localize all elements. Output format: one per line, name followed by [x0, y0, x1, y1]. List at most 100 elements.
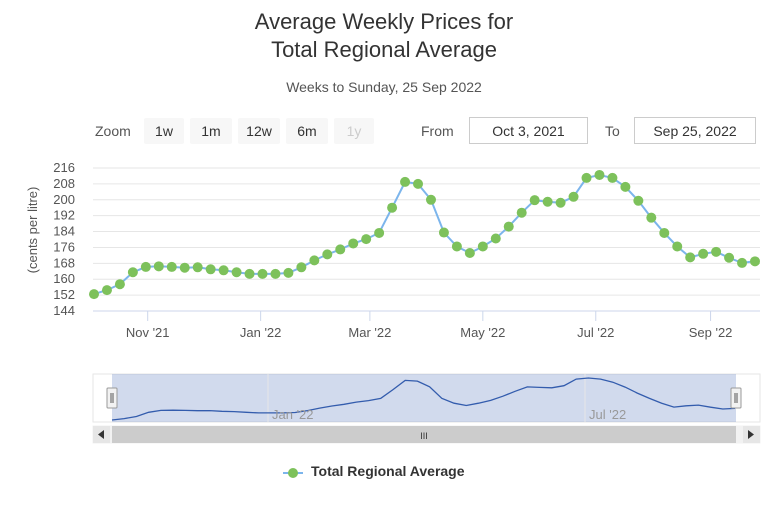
- scrollbar[interactable]: III: [92, 425, 761, 444]
- navigator-tick-label: Jan '22: [272, 407, 314, 422]
- x-tick-label: Jul '22: [577, 325, 614, 340]
- y-tick-label: 200: [53, 192, 75, 207]
- data-point[interactable]: [101, 285, 112, 296]
- data-point[interactable]: [607, 172, 618, 183]
- data-point[interactable]: [270, 268, 281, 279]
- data-point[interactable]: [400, 176, 411, 187]
- y-tick-label: 168: [53, 255, 75, 270]
- from-label: From: [421, 123, 454, 139]
- data-point[interactable]: [425, 194, 436, 205]
- data-point[interactable]: [750, 256, 760, 267]
- x-axis-ticks: Nov '21 Jan '22 Mar '22 May '22 Jul '22 Sep '…: [126, 311, 733, 340]
- x-tick-label: Sep '22: [689, 325, 733, 340]
- navigator[interactable]: Jan '22 Jul '22: [92, 373, 761, 423]
- data-point[interactable]: [205, 264, 216, 275]
- y-tick-label: 160: [53, 271, 75, 286]
- data-point[interactable]: [711, 246, 722, 257]
- x-tick-label: Jan '22: [240, 325, 282, 340]
- data-point[interactable]: [633, 195, 644, 206]
- navigator-x-ticks: Jan '22 Jul '22: [272, 407, 626, 422]
- y-tick-label: 176: [53, 239, 75, 254]
- data-point[interactable]: [438, 227, 449, 238]
- series-total-regional-average: [89, 169, 760, 300]
- chart-title-line-2: Total Regional Average: [271, 37, 497, 62]
- data-point[interactable]: [127, 267, 138, 278]
- data-point[interactable]: [698, 248, 709, 259]
- data-point[interactable]: [179, 262, 190, 273]
- data-point[interactable]: [257, 268, 268, 279]
- y-tick-label: 184: [53, 224, 75, 239]
- data-point[interactable]: [542, 196, 553, 207]
- data-point[interactable]: [361, 234, 372, 245]
- data-point[interactable]: [477, 241, 488, 252]
- data-point[interactable]: [503, 221, 514, 232]
- data-point[interactable]: [322, 249, 333, 260]
- data-point[interactable]: [555, 197, 566, 208]
- data-point[interactable]: [218, 265, 229, 276]
- data-point[interactable]: [296, 262, 307, 273]
- scrollbar-left-arrow-icon: [98, 430, 104, 439]
- y-tick-label: 144: [53, 303, 75, 318]
- zoom-6m-button[interactable]: 6m: [286, 118, 328, 144]
- legend-label: Total Regional Average: [311, 463, 465, 479]
- zoom-12w-button[interactable]: 12w: [238, 118, 280, 144]
- zoom-1w-button[interactable]: 1w: [144, 118, 184, 144]
- data-point[interactable]: [348, 238, 359, 249]
- data-point[interactable]: [581, 172, 592, 183]
- data-point[interactable]: [568, 191, 579, 202]
- navigator-tick-label: Jul '22: [589, 407, 626, 422]
- data-point[interactable]: [659, 227, 670, 238]
- navigator-mask[interactable]: [112, 374, 736, 422]
- chart-title-line-1: Average Weekly Prices for: [254, 9, 514, 34]
- x-tick-label: Mar '22: [348, 325, 391, 340]
- data-point[interactable]: [244, 268, 255, 279]
- data-point[interactable]: [309, 255, 320, 266]
- scrollbar-grip: III: [420, 431, 428, 441]
- legend-symbol[interactable]: [283, 468, 303, 478]
- scrollbar-right-arrow-icon: [748, 430, 754, 439]
- zoom-label: Zoom: [95, 123, 131, 139]
- navigator-handle-right[interactable]: [730, 387, 742, 409]
- zoom-1y-button[interactable]: 1y: [334, 118, 374, 144]
- data-point[interactable]: [594, 169, 605, 180]
- scrollbar-thumb[interactable]: [112, 426, 736, 443]
- data-point[interactable]: [672, 241, 683, 252]
- data-point[interactable]: [464, 248, 475, 259]
- data-point[interactable]: [89, 289, 99, 300]
- data-point[interactable]: [335, 244, 346, 255]
- from-date-input[interactable]: Oct 3, 2021: [469, 117, 588, 144]
- y-tick-label: 216: [53, 160, 75, 175]
- data-point[interactable]: [231, 267, 242, 278]
- data-point[interactable]: [529, 195, 540, 206]
- data-point[interactable]: [737, 257, 748, 268]
- data-point[interactable]: [166, 261, 177, 272]
- data-point[interactable]: [387, 202, 398, 213]
- data-point[interactable]: [283, 267, 294, 278]
- y-axis-label: (cents per litre): [25, 187, 40, 274]
- zoom-1m-button[interactable]: 1m: [190, 118, 232, 144]
- data-point[interactable]: [646, 212, 657, 223]
- data-point[interactable]: [192, 262, 203, 273]
- data-point[interactable]: [490, 233, 501, 244]
- to-date-input[interactable]: Sep 25, 2022: [634, 117, 756, 144]
- chart-subtitle: Weeks to Sunday, 25 Sep 2022: [286, 79, 482, 95]
- data-point[interactable]: [140, 261, 151, 272]
- data-point[interactable]: [685, 252, 696, 263]
- data-point[interactable]: [451, 241, 462, 252]
- navigator-series-line: [111, 377, 736, 421]
- x-tick-label: May '22: [460, 325, 505, 340]
- data-point[interactable]: [153, 261, 164, 272]
- data-point[interactable]: [114, 279, 125, 290]
- legend-item-total-regional-average[interactable]: Total Regional Average: [311, 463, 465, 479]
- y-tick-label: 208: [53, 176, 75, 191]
- data-point[interactable]: [620, 181, 631, 192]
- data-point[interactable]: [413, 178, 424, 189]
- data-point[interactable]: [374, 227, 385, 238]
- data-point[interactable]: [516, 207, 527, 218]
- y-tick-label: 152: [53, 287, 75, 302]
- x-tick-label: Nov '21: [126, 325, 170, 340]
- navigator-handle-left[interactable]: [106, 387, 118, 409]
- data-point[interactable]: [724, 252, 735, 263]
